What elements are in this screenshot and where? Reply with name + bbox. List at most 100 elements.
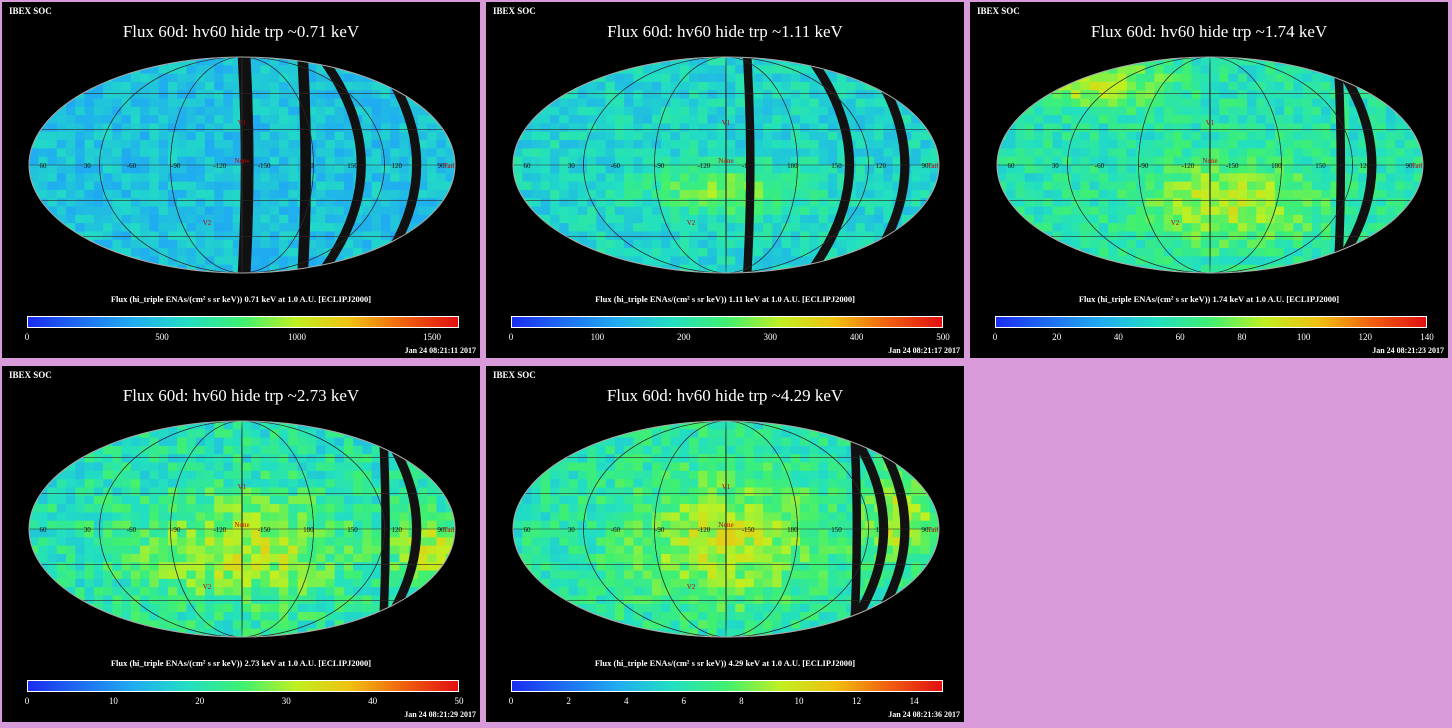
flux-pixel	[1404, 57, 1415, 66]
flux-pixel	[269, 512, 280, 522]
flux-pixel	[269, 603, 280, 613]
flux-pixel	[651, 165, 662, 174]
flux-pixel	[864, 57, 875, 66]
flux-pixel	[47, 545, 58, 555]
flux-pixel	[1219, 140, 1230, 149]
flux-pixel	[149, 620, 160, 630]
flux-pixel	[1228, 131, 1239, 141]
flux-pixel	[75, 479, 86, 489]
flux-pixel	[232, 65, 243, 75]
flux-pixel	[1210, 73, 1220, 83]
flux-pixel	[1200, 131, 1211, 141]
flux-pixel	[1413, 65, 1423, 75]
flux-pixel	[1172, 165, 1183, 174]
flux-pixel	[167, 612, 178, 621]
flux-pixel	[316, 181, 326, 191]
flux-pixel	[445, 214, 455, 224]
flux-pixel	[195, 256, 206, 266]
flux-pixel	[522, 198, 533, 208]
flux-pixel	[56, 106, 67, 116]
flux-pixel	[1210, 131, 1220, 141]
flux-pixel	[670, 156, 681, 166]
flux-pixel	[651, 239, 662, 249]
flux-pixel	[1321, 173, 1331, 183]
flux-pixel	[167, 140, 178, 149]
flux-pixel	[614, 239, 625, 249]
flux-pixel	[716, 148, 727, 158]
flux-pixel	[763, 148, 773, 158]
flux-pixel	[260, 214, 271, 224]
flux-pixel	[29, 256, 39, 266]
flux-pixel	[112, 140, 123, 149]
flux-pixel	[1367, 248, 1378, 257]
flux-pixel	[790, 206, 801, 216]
flux-pixel	[1330, 98, 1341, 108]
flux-pixel	[279, 98, 289, 108]
flux-pixel	[232, 248, 243, 257]
flux-pixel	[513, 106, 523, 116]
flux-pixel	[596, 198, 607, 208]
flux-pixel	[1293, 189, 1304, 199]
flux-pixel	[306, 98, 317, 108]
flux-pixel	[1052, 73, 1063, 83]
flux-pixel	[559, 223, 570, 233]
flux-pixel	[1413, 165, 1423, 174]
flux-pixel	[380, 620, 391, 630]
flux-pixel	[1117, 73, 1128, 83]
flux-pixel	[427, 479, 438, 489]
flux-pixel	[800, 214, 810, 224]
flux-pixel	[1237, 165, 1248, 174]
flux-pixel	[1006, 248, 1017, 257]
flux-pixel	[707, 123, 718, 133]
flux-pixel	[1339, 65, 1350, 75]
flux-pixel	[1182, 81, 1193, 91]
flux-pixel	[1330, 148, 1341, 158]
flux-pixel	[288, 181, 299, 191]
flux-pixel	[334, 173, 345, 183]
flux-pixel	[929, 239, 939, 249]
flux-pixel	[1163, 206, 1174, 216]
flux-pixel	[149, 587, 160, 597]
flux-pixel	[1098, 239, 1109, 249]
flux-pixel	[371, 470, 382, 480]
flux-pixel	[1024, 65, 1035, 75]
flux-pixel	[1348, 256, 1359, 266]
flux-pixel	[735, 223, 746, 233]
flux-pixel	[158, 620, 169, 630]
flux-pixel	[1034, 223, 1044, 233]
flux-pixel	[158, 603, 169, 613]
flux-pixel	[809, 421, 820, 430]
flux-pixel	[864, 156, 875, 166]
flux-pixel	[1274, 173, 1285, 183]
flux-pixel	[195, 73, 206, 83]
flux-pixel	[1089, 173, 1100, 183]
flux-pixel	[1024, 81, 1035, 91]
flux-pixel	[84, 148, 95, 158]
flux-pixel	[772, 239, 783, 249]
flux-pixel	[195, 231, 206, 241]
flux-pixel	[38, 231, 49, 241]
flux-pixel	[726, 115, 736, 125]
flux-pixel	[855, 214, 866, 224]
flux-pixel	[408, 429, 419, 439]
flux-pixel	[399, 248, 410, 257]
flux-pixel	[614, 189, 625, 199]
flux-pixel	[390, 529, 401, 538]
flux-pixel	[790, 106, 801, 116]
flux-pixel	[121, 612, 132, 621]
flux-pixel	[1265, 73, 1276, 83]
flux-pixel	[66, 223, 76, 233]
flux-pixel	[436, 429, 447, 439]
flux-pixel	[568, 264, 579, 273]
flux-pixel	[371, 570, 382, 580]
flux-pixel	[1395, 206, 1406, 216]
flux-pixel	[390, 264, 401, 273]
longitude-label: -150	[258, 526, 271, 534]
flux-pixel	[1098, 131, 1109, 141]
flux-pixel	[624, 165, 634, 174]
flux-pixel	[624, 81, 634, 91]
flux-pixel	[214, 181, 225, 191]
flux-pixel	[427, 612, 438, 621]
flux-pixel	[38, 123, 49, 133]
flux-pixel	[288, 504, 299, 513]
